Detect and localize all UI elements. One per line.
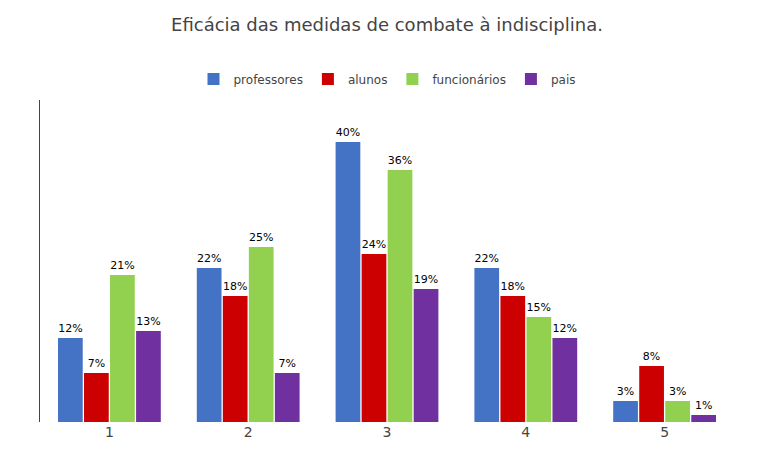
svg-text:3%: 3% — [617, 385, 634, 398]
svg-text:5: 5 — [660, 424, 669, 440]
svg-text:18%: 18% — [223, 280, 247, 293]
svg-text:13%: 13% — [136, 315, 160, 328]
svg-text:alunos: alunos — [348, 73, 388, 87]
svg-text:7%: 7% — [279, 357, 296, 370]
svg-text:25%: 25% — [249, 231, 273, 244]
svg-text:4: 4 — [521, 424, 530, 440]
svg-text:36%: 36% — [388, 154, 412, 167]
svg-text:funcionários: funcionários — [432, 73, 506, 87]
svg-text:2: 2 — [244, 424, 253, 440]
svg-text:12%: 12% — [58, 322, 82, 335]
svg-text:40%: 40% — [336, 126, 360, 139]
svg-text:12%: 12% — [553, 322, 577, 335]
svg-text:1%: 1% — [695, 399, 712, 412]
svg-text:3%: 3% — [669, 385, 686, 398]
svg-text:21%: 21% — [110, 259, 134, 272]
svg-text:24%: 24% — [362, 238, 386, 251]
svg-text:3: 3 — [383, 424, 392, 440]
svg-text:8%: 8% — [643, 350, 660, 363]
svg-text:1: 1 — [105, 424, 114, 440]
svg-text:19%: 19% — [414, 273, 438, 286]
svg-text:Eficácia das medidas de combat: Eficácia das medidas de combate à indisc… — [171, 14, 603, 35]
svg-text:15%: 15% — [527, 301, 551, 314]
svg-text:pais: pais — [551, 73, 576, 87]
svg-text:22%: 22% — [197, 252, 221, 265]
svg-text:7%: 7% — [88, 357, 105, 370]
svg-text:22%: 22% — [475, 252, 499, 265]
svg-text:professores: professores — [234, 73, 303, 87]
svg-text:18%: 18% — [501, 280, 525, 293]
